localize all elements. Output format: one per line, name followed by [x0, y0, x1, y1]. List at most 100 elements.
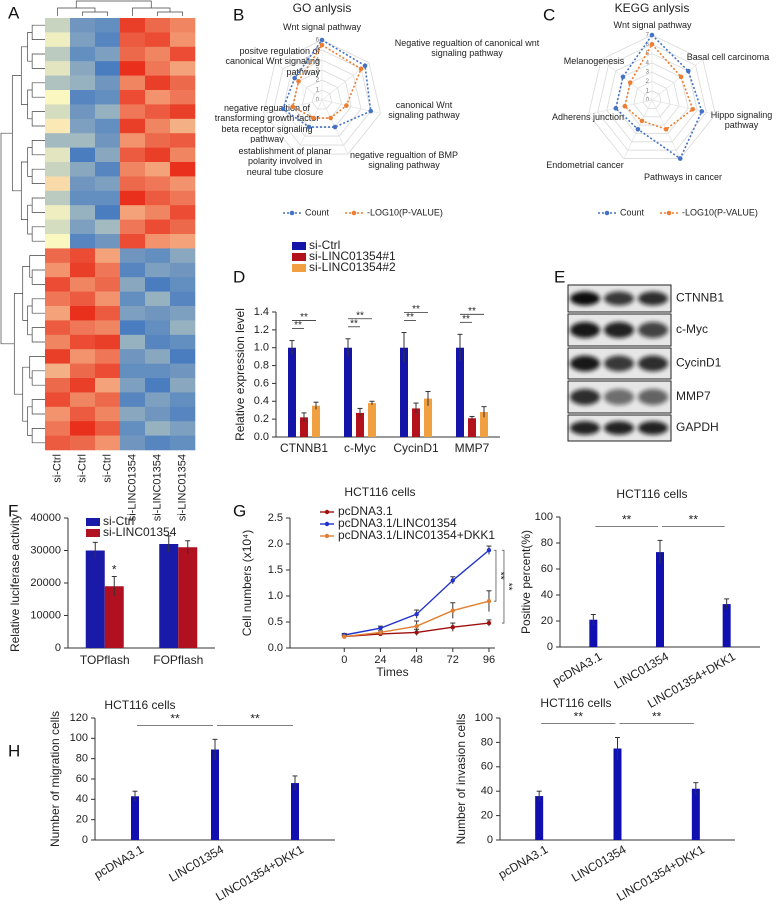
radar-ring — [302, 79, 342, 119]
r-tick-label: 3 — [316, 68, 320, 74]
category-label: Adherens junction — [551, 112, 625, 122]
dendrogram-branch — [22, 266, 30, 321]
radar-ring — [624, 71, 680, 126]
legend-swatch — [86, 529, 100, 537]
heatmap-cell — [170, 32, 196, 48]
heatmap-cell — [120, 18, 146, 33]
chart-title: HCT116 cells — [344, 485, 415, 499]
legend-marker — [324, 533, 330, 539]
heatmap-cell — [95, 277, 121, 292]
heatmap-cell — [170, 176, 196, 192]
radar-point — [677, 156, 683, 161]
radar-ring — [311, 89, 333, 110]
heatmap-cell — [95, 291, 121, 307]
dendrogram-branch — [75, 0, 152, 8]
x-tick-label: 72 — [447, 654, 459, 666]
radar-point — [627, 80, 633, 85]
x-tick-label: LINC01354+DKK1 — [614, 842, 707, 904]
legend-marker — [324, 521, 330, 527]
radar-point — [635, 126, 641, 132]
panel-letter: H — [8, 741, 20, 760]
legend-marker — [289, 210, 295, 216]
heatmap-cell — [120, 147, 146, 163]
chart-title: HCT116 cells — [540, 696, 611, 710]
category-label-box: positve regulation of canonical Wnt sign… — [225, 46, 320, 77]
bar — [691, 788, 700, 840]
series-marker — [450, 625, 455, 630]
heatmap-cell — [120, 219, 146, 235]
heatmap-cell — [170, 363, 196, 379]
heatmap-cell — [70, 147, 96, 163]
r-tick-label: 1 — [316, 88, 320, 94]
radar-ring — [597, 43, 707, 151]
heatmap-cell — [120, 90, 146, 105]
r-tick-label: 4 — [646, 60, 650, 66]
heatmap-cell — [170, 406, 196, 422]
blot-band — [570, 291, 600, 306]
heatmap-cell — [70, 46, 96, 62]
radar-spoke — [588, 99, 653, 115]
category-label-box: Melanogenesis — [564, 56, 625, 66]
radar-point — [328, 115, 333, 121]
heatmap-cell — [170, 219, 196, 235]
heatmap-cell — [145, 291, 171, 307]
blot-band — [604, 421, 634, 435]
dendrogram-branch — [11, 75, 22, 192]
x-tick-label: LINC01354 — [612, 649, 672, 692]
radar-point — [332, 124, 338, 130]
dendrogram-branch — [31, 370, 45, 386]
legend-label: si-Ctrl — [309, 238, 340, 252]
category-label-box: Hippo signaling pathway — [711, 110, 773, 130]
category-label: positve regulation of canonical Wnt sign… — [225, 46, 320, 77]
heatmap-cell — [45, 147, 71, 163]
y-tick-label: 0 — [82, 834, 88, 846]
y-tick-label: 2.0 — [268, 538, 283, 550]
heatmap-cell — [170, 248, 196, 264]
heatmap-cell — [95, 75, 121, 91]
heatmap-cell — [170, 104, 196, 120]
dendrogram-branch — [31, 82, 45, 98]
dendrogram-branch — [20, 161, 28, 220]
category-label: Basal cell carcinoma — [686, 52, 770, 62]
heatmap-cell — [145, 349, 171, 364]
column-label: si-Ctrl — [76, 454, 88, 483]
x-tick-label: FOPflash — [153, 653, 203, 667]
heatmap-cell — [70, 219, 96, 235]
heatmap-cell — [170, 61, 196, 76]
radar-line — [282, 38, 372, 128]
blot-band — [570, 421, 600, 435]
legend-marker — [324, 509, 330, 515]
category-label: negative regualtion of BMP signaling pat… — [349, 150, 459, 171]
x-tick-label: 96 — [483, 654, 495, 666]
bar — [288, 347, 296, 437]
heatmap-cell — [120, 61, 146, 76]
y-tick-label: 0 — [55, 642, 61, 654]
heatmap-cell — [170, 234, 196, 249]
y-tick-label: 0.5 — [268, 616, 283, 628]
heatmap-cell — [70, 421, 96, 436]
significance-label: ** — [462, 314, 470, 325]
heatmap-cell — [95, 32, 121, 48]
heatmap-cell — [120, 392, 146, 408]
heatmap-cell — [120, 363, 146, 379]
heatmap-cell — [45, 234, 71, 249]
y-tick-label: 20 — [76, 814, 88, 826]
heatmap-cell — [170, 190, 196, 206]
significance-label: ** — [689, 513, 699, 527]
heatmap-cell — [120, 306, 146, 321]
heatmap-cell — [120, 234, 146, 249]
heatmap-cell — [170, 334, 196, 350]
heatmap-cell — [95, 421, 121, 436]
heatmap-cell — [70, 32, 96, 48]
significance-bracket — [493, 549, 497, 602]
heatmap-cell — [120, 334, 146, 350]
heatmap-cell — [95, 162, 121, 177]
category-label: Negative regualtion of canonical wnt sig… — [394, 38, 540, 59]
y-tick-label: 100 — [475, 712, 493, 724]
y-tick-label: 1.0 — [254, 342, 269, 354]
r-tick-label: 6 — [646, 42, 650, 48]
x-tick-label: pcDNA3.1 — [550, 649, 605, 689]
radar-point — [663, 126, 669, 132]
heatmap-cell — [95, 61, 121, 76]
heatmap-cell — [120, 435, 146, 451]
